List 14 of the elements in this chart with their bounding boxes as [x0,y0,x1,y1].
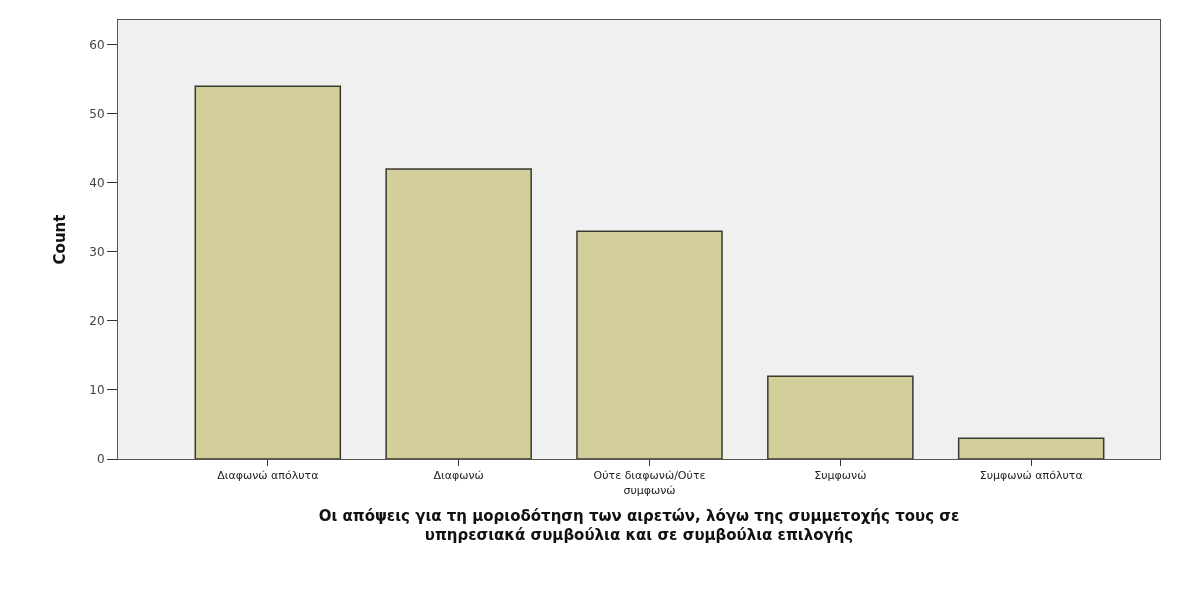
y-tick-label: 30 [89,245,105,260]
x-axis-title: Οι απόψεις για τη μοριοδότηση των αιρετών, λόγω της συμμετοχής τους σε υπηρεσιακά συμβούλια και σε συμβούλια επιλογής [318,506,960,544]
x-tick-label: Συμφωνώ απόλυτα [979,469,1083,483]
x-tick-label: Διαφωνώ [433,469,484,483]
y-tick-label: 0 [96,452,105,467]
y-tick-label: 10 [89,383,105,398]
y-tick-label: 50 [89,107,105,122]
y-tick-label: 20 [89,314,105,329]
x-tick-label: Διαφωνώ απόλυτα [217,469,319,483]
y-axis-title: Count [50,214,69,265]
y-tick-label: 40 [89,176,105,191]
x-tick-label: Συμφωνώ [814,469,867,483]
x-tick-label: Ούτε διαφωνώ/Ούτε συμφωνώ [593,469,706,497]
y-tick-label: 60 [89,38,105,53]
